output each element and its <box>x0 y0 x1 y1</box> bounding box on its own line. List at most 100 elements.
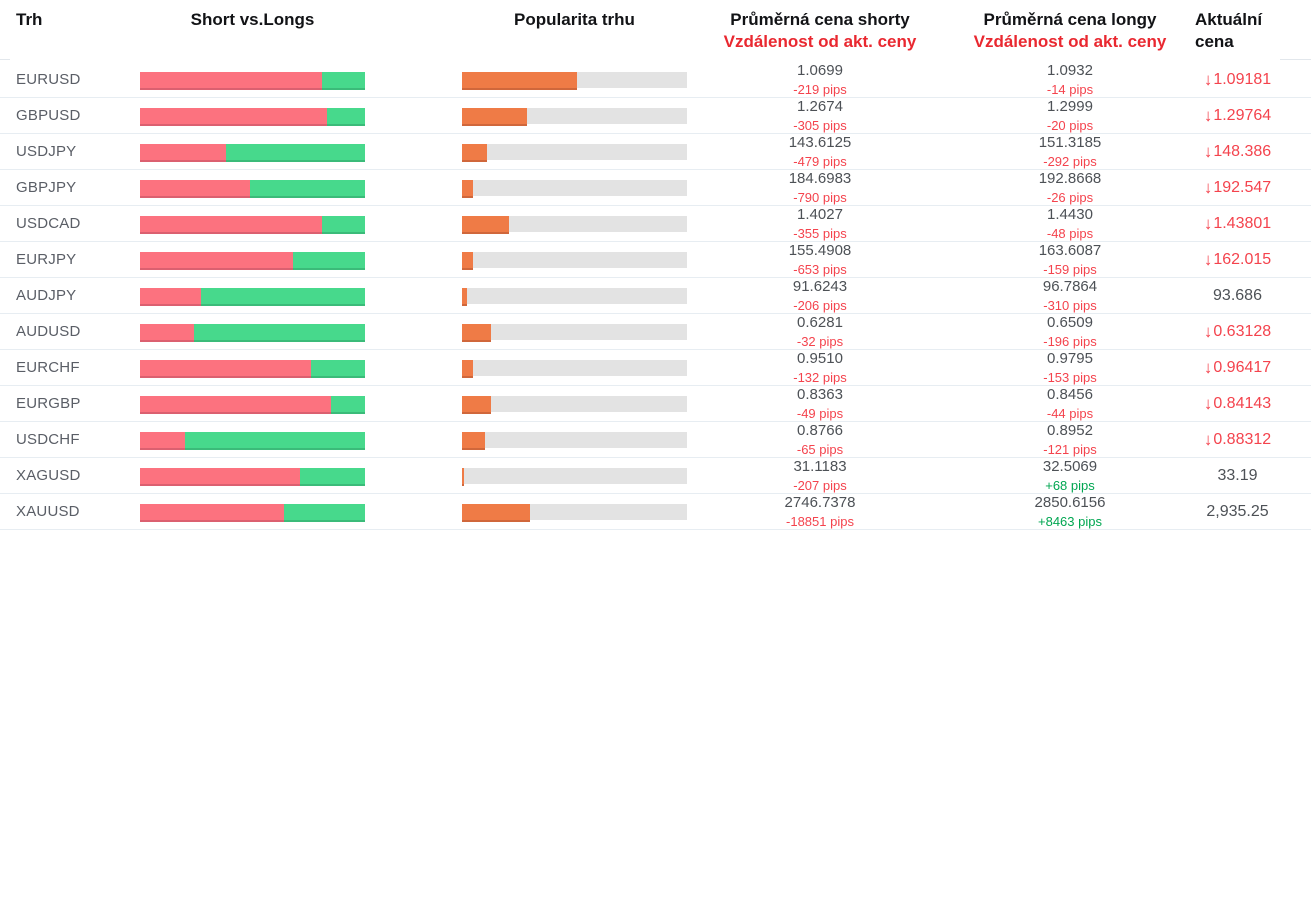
down-arrow-icon: ↓ <box>1203 357 1213 377</box>
current-price: ↓ 0.84143 <box>1190 394 1311 414</box>
avg-short-distance: -305 pips <box>793 118 847 133</box>
short-vs-longs-cell <box>140 431 460 450</box>
popularity-cell <box>460 503 690 522</box>
avg-long-cell: 1.0932 -14 pips <box>950 62 1190 97</box>
short-long-bar <box>140 287 365 306</box>
avg-short-price: 1.0699 <box>797 62 843 79</box>
current-price: ↓ 93.686 <box>1190 287 1311 305</box>
popularity-bar <box>462 503 687 522</box>
popularity-cell <box>460 107 690 126</box>
avg-short-distance: -790 pips <box>793 190 847 205</box>
avg-short-cell: 0.8766 -65 pips <box>690 422 950 457</box>
avg-long-distance: -48 pips <box>1046 226 1094 241</box>
long-segment <box>284 503 365 522</box>
short-vs-longs-cell <box>140 395 460 414</box>
short-long-bar <box>140 467 365 486</box>
market-label: USDCHF <box>16 431 80 448</box>
popularity-bar <box>462 431 687 450</box>
table-row: USDCHF 0.8766 -65 pips 0.8952 -121 pips … <box>0 422 1311 458</box>
avg-long-price: 1.0932 <box>1047 62 1093 79</box>
avg-long-cell: 0.6509 -196 pips <box>950 314 1190 349</box>
short-segment <box>140 107 327 126</box>
popularity-bar <box>462 251 687 270</box>
short-segment <box>140 395 332 414</box>
popularity-cell <box>460 71 690 90</box>
short-segment <box>140 287 201 306</box>
avg-long-distance: -310 pips <box>1043 298 1097 313</box>
popularity-cell <box>460 431 690 450</box>
short-vs-longs-cell <box>140 323 460 342</box>
table-row: USDCAD 1.4027 -355 pips 1.4430 -48 pips … <box>0 206 1311 242</box>
short-segment <box>140 179 251 198</box>
market-label: GBPUSD <box>16 107 81 124</box>
avg-short-distance: -219 pips <box>793 82 847 97</box>
avg-short-price: 0.9510 <box>797 350 843 367</box>
avg-long-cell: 32.5069 +68 pips <box>950 458 1190 493</box>
avg-short-price: 91.6243 <box>792 278 848 295</box>
current-price: ↓ 148.386 <box>1190 142 1311 162</box>
short-long-bar <box>140 251 365 270</box>
current-price: ↓ 0.63128 <box>1190 322 1311 342</box>
avg-short-price: 2746.7378 <box>784 494 856 511</box>
avg-long-distance: -44 pips <box>1046 406 1094 421</box>
table-body: EURUSD 1.0699 -219 pips 1.0932 -14 pips … <box>0 62 1311 530</box>
avg-short-distance: -49 pips <box>796 406 844 421</box>
avg-long-distance: -121 pips <box>1043 442 1097 457</box>
popularity-fill <box>462 359 474 378</box>
current-price-value: 1.43801 <box>1213 214 1272 232</box>
short-vs-longs-cell <box>140 107 460 126</box>
short-segment <box>140 215 323 234</box>
short-segment <box>140 71 323 90</box>
market-label: EURGBP <box>16 395 81 412</box>
current-price-value: 1.29764 <box>1213 106 1272 124</box>
avg-short-price: 31.1183 <box>793 458 847 475</box>
short-long-bar <box>140 143 365 162</box>
avg-short-cell: 1.2674 -305 pips <box>690 98 950 133</box>
avg-short-cell: 1.0699 -219 pips <box>690 62 950 97</box>
col-header-avg-short: Průměrná cena shorty Vzdálenost od akt. … <box>690 0 950 54</box>
avg-long-price: 192.8668 <box>1038 170 1102 187</box>
current-price: ↓ 33.19 <box>1190 467 1311 485</box>
current-price: ↓ 2,935.25 <box>1190 503 1311 521</box>
long-segment <box>322 215 365 234</box>
market-label: AUDJPY <box>16 287 77 304</box>
table-row: GBPJPY 184.6983 -790 pips 192.8668 -26 p… <box>0 170 1311 206</box>
short-vs-longs-cell <box>140 215 460 234</box>
avg-long-price: 0.8952 <box>1047 422 1093 439</box>
popularity-bar <box>462 359 687 378</box>
table-row: XAGUSD 31.1183 -207 pips 32.5069 +68 pip… <box>0 458 1311 494</box>
current-price-value: 0.84143 <box>1213 394 1272 412</box>
avg-short-distance: -479 pips <box>793 154 847 169</box>
avg-long-cell: 0.8456 -44 pips <box>950 386 1190 421</box>
down-arrow-icon: ↓ <box>1203 321 1213 341</box>
avg-long-distance: -153 pips <box>1043 370 1097 385</box>
table-row: XAUUSD 2746.7378 -18851 pips 2850.6156 +… <box>0 494 1311 530</box>
current-price-value: 93.686 <box>1213 286 1262 304</box>
avg-long-price: 0.6509 <box>1047 314 1093 331</box>
popularity-cell <box>460 467 690 486</box>
long-segment <box>299 467 365 486</box>
avg-long-cell: 151.3185 -292 pips <box>950 134 1190 169</box>
avg-long-distance: -159 pips <box>1043 262 1097 277</box>
current-price-value: 192.547 <box>1213 178 1272 196</box>
popularity-bar <box>462 71 687 90</box>
table-row: EURJPY 155.4908 -653 pips 163.6087 -159 … <box>0 242 1311 278</box>
popularity-cell <box>460 143 690 162</box>
current-price: ↓ 1.43801 <box>1190 214 1311 234</box>
short-long-bar <box>140 395 365 414</box>
long-segment <box>322 71 365 90</box>
long-segment <box>194 323 365 342</box>
avg-long-price: 96.7864 <box>1042 278 1098 295</box>
current-price-value: 148.386 <box>1213 142 1272 160</box>
avg-long-subtitle: Vzdálenost od akt. ceny <box>973 32 1167 52</box>
avg-short-price: 143.6125 <box>788 134 852 151</box>
avg-short-cell: 2746.7378 -18851 pips <box>690 494 950 529</box>
market-label: AUDUSD <box>16 323 81 340</box>
table-row: GBPUSD 1.2674 -305 pips 1.2999 -20 pips … <box>0 98 1311 134</box>
popularity-fill <box>462 251 474 270</box>
avg-long-price: 32.5069 <box>1042 458 1098 475</box>
popularity-bar <box>462 467 687 486</box>
avg-short-distance: -65 pips <box>796 442 844 457</box>
current-price-value: 2,935.25 <box>1206 502 1269 520</box>
short-vs-longs-cell <box>140 251 460 270</box>
